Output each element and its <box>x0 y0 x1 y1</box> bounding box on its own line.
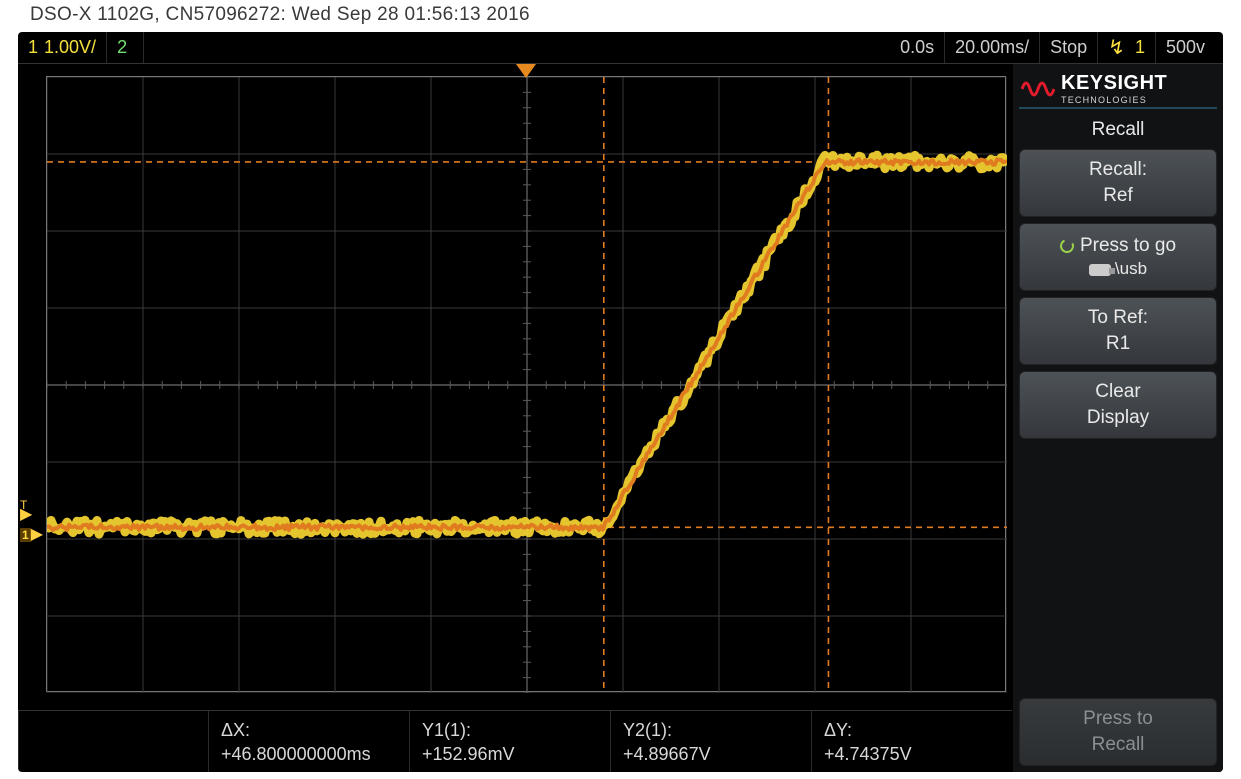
softkey-menu: KEYSIGHT TECHNOLOGIES Recall Recall: Ref… <box>1013 64 1223 772</box>
trigger-time-pointer-icon <box>516 64 536 78</box>
brand-name: KEYSIGHT <box>1061 72 1167 94</box>
scope-screen: 1 1.00V/ 2 0.0s 20.00ms/ Stop ↯ 1 500v T… <box>18 32 1223 772</box>
device-title-line: DSO-X 1102G, CN57096272: Wed Sep 28 01:5… <box>0 0 1241 32</box>
waveform-display[interactable] <box>46 76 1006 692</box>
ch1-scale: 1.00V/ <box>44 37 96 58</box>
trigger-cell[interactable]: ↯ 1 <box>1098 32 1156 63</box>
softkey-line1: Recall: <box>1089 157 1147 183</box>
softkey-to-ref[interactable]: To Ref: R1 <box>1019 297 1217 365</box>
measure-blank <box>18 711 208 772</box>
softkey-recall-ref[interactable]: Recall: Ref <box>1019 149 1217 217</box>
brand-logo: KEYSIGHT TECHNOLOGIES <box>1019 68 1217 109</box>
menu-title: Recall <box>1019 115 1217 143</box>
measure-value: +4.89667V <box>623 743 801 766</box>
softkey-line2: \usb <box>1115 258 1147 281</box>
softkey-line2: R1 <box>1106 331 1130 357</box>
softkey-clear-display[interactable]: Clear Display <box>1019 371 1217 439</box>
ch2-scale-cell[interactable]: 2 <box>107 32 144 63</box>
measure-label: ΔY: <box>824 719 1002 742</box>
keysight-wave-icon <box>1021 75 1055 103</box>
ch1-ground-marker-icon: 1▶ <box>20 530 43 540</box>
softkey-line2: Recall <box>1092 732 1145 758</box>
rotary-knob-icon <box>1058 237 1076 255</box>
softkey-line1: Clear <box>1095 379 1140 405</box>
softkey-press-to-recall: Press to Recall <box>1019 698 1217 766</box>
measure-label: Y1(1): <box>422 719 600 742</box>
measurement-bar: ΔX: +46.800000000ms Y1(1): +152.96mV Y2(… <box>18 710 1012 772</box>
status-bar: 1 1.00V/ 2 0.0s 20.00ms/ Stop ↯ 1 500v <box>18 32 1223 64</box>
time-per-div[interactable]: 20.00ms/ <box>945 32 1040 63</box>
ch1-scale-cell[interactable]: 1 1.00V/ <box>18 32 107 63</box>
ch2-number: 2 <box>117 37 133 58</box>
softkey-line2: Display <box>1087 405 1149 431</box>
brand-subtitle: TECHNOLOGIES <box>1061 95 1167 105</box>
topbar-spacer <box>144 32 890 63</box>
measure-value: +4.74375V <box>824 743 1002 766</box>
waveform-svg <box>47 77 1007 693</box>
measure-y1[interactable]: Y1(1): +152.96mV <box>409 711 610 772</box>
measure-delta-y[interactable]: ΔY: +4.74375V <box>811 711 1012 772</box>
time-position[interactable]: 0.0s <box>890 32 945 63</box>
softkey-press-to-go[interactable]: Press to go \usb <box>1019 223 1217 291</box>
run-state[interactable]: Stop <box>1040 32 1098 63</box>
softkey-line2: Ref <box>1103 183 1133 209</box>
softkey-line1: To Ref: <box>1088 305 1148 331</box>
measure-value: +46.800000000ms <box>221 743 399 766</box>
trigger-edge-icon: ↯ <box>1108 35 1125 60</box>
measure-label: Y2(1): <box>623 719 801 742</box>
softkey-line1: Press to <box>1083 706 1153 732</box>
trigger-level[interactable]: 500v <box>1156 32 1223 63</box>
measure-value: +152.96mV <box>422 743 600 766</box>
trigger-source: 1 <box>1135 37 1145 58</box>
usb-icon <box>1089 264 1111 276</box>
measure-delta-x[interactable]: ΔX: +46.800000000ms <box>208 711 409 772</box>
ch1-number: 1 <box>28 37 44 58</box>
measure-y2[interactable]: Y2(1): +4.89667V <box>610 711 811 772</box>
measure-label: ΔX: <box>221 719 399 742</box>
trigger-level-marker-icon: T▶ <box>20 500 32 520</box>
softkey-line1: Press to go <box>1080 233 1176 259</box>
